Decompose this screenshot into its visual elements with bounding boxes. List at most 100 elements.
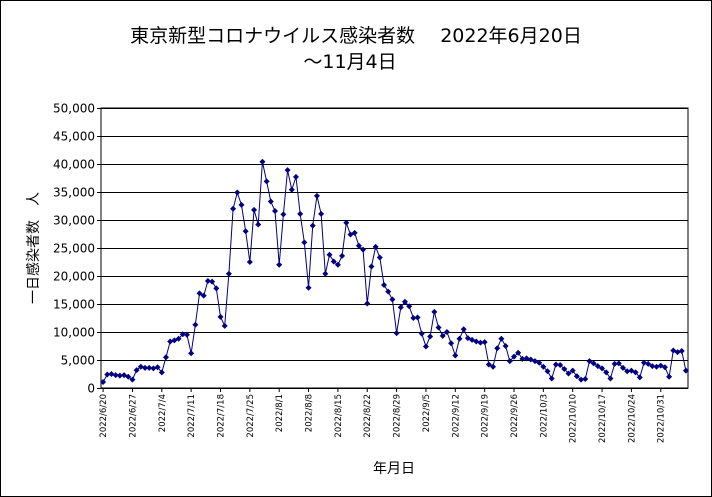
data-point (225, 270, 232, 277)
data-point (364, 300, 371, 307)
data-point (116, 372, 123, 379)
y-tick-label: 45,000 (53, 130, 95, 144)
data-point (607, 375, 614, 382)
data-point (557, 362, 564, 369)
data-point (552, 361, 559, 368)
data-point (540, 363, 547, 370)
x-tick-label: 2022/9/5 (422, 394, 432, 432)
data-point (355, 242, 362, 249)
x-tick-label: 2022/6/20 (99, 394, 109, 438)
x-tick-label: 2022/10/17 (598, 394, 608, 443)
data-point (490, 363, 497, 370)
data-point (624, 368, 631, 375)
data-point (162, 354, 169, 361)
data-point (603, 369, 610, 376)
data-point (154, 364, 161, 371)
data-point (146, 364, 153, 371)
data-point (682, 367, 689, 374)
data-point (313, 192, 320, 199)
data-point (259, 158, 266, 165)
data-point (217, 313, 224, 320)
data-point (372, 243, 379, 250)
data-point (544, 368, 551, 375)
data-point (339, 252, 346, 259)
data-point (439, 332, 446, 339)
data-point (678, 348, 685, 355)
data-point (272, 208, 279, 215)
data-point (100, 378, 107, 385)
data-point (284, 167, 291, 174)
x-tick-labels: 2022/6/20 2022/6/27 2022/7/4 2022/7/11 2022/… (99, 394, 667, 443)
data-point (389, 296, 396, 303)
x-tick-label: 2022/9/26 (510, 394, 520, 438)
data-point (414, 314, 421, 321)
data-point (334, 261, 341, 268)
data-point (376, 254, 383, 261)
data-point (204, 278, 211, 285)
y-tick-label: 30,000 (53, 214, 95, 228)
data-point (305, 284, 312, 291)
data-point (569, 367, 576, 374)
y-tick-label: 40,000 (53, 158, 95, 172)
data-point (481, 339, 488, 346)
data-point (368, 263, 375, 270)
data-point (242, 228, 249, 235)
y-tick-label: 15,000 (53, 298, 95, 312)
x-tick-label: 2022/7/25 (246, 394, 256, 438)
data-point (183, 331, 190, 338)
data-point (515, 349, 522, 356)
data-point (104, 371, 111, 378)
data-point (548, 375, 555, 382)
data-point (561, 365, 568, 372)
data-point (360, 246, 367, 253)
data-point (142, 364, 149, 371)
data-point (188, 350, 195, 357)
data-point (267, 198, 274, 205)
data-point (343, 219, 350, 226)
data-point (452, 352, 459, 359)
x-tick-label: 2022/7/18 (216, 394, 226, 438)
data-point (288, 186, 295, 193)
y-tick-label: 25,000 (53, 242, 95, 256)
data-point (137, 363, 144, 370)
data-point (523, 355, 530, 362)
data-point (674, 349, 681, 356)
data-point (632, 369, 639, 376)
data-point (611, 360, 618, 367)
data-point (456, 335, 463, 342)
x-tick-label: 2022/10/24 (627, 394, 637, 443)
y-tick-label: 0 (87, 382, 95, 396)
data-point (351, 229, 358, 236)
data-point (397, 304, 404, 311)
data-point (175, 335, 182, 342)
y-tick-label: 5,000 (61, 354, 95, 368)
x-axis-label: 年月日 (373, 461, 415, 477)
data-point (410, 315, 417, 321)
x-tick-label: 2022/7/4 (158, 394, 168, 432)
data-point (620, 364, 627, 371)
data-point (590, 360, 597, 367)
data-point (536, 359, 543, 366)
data-point (301, 239, 308, 246)
data-point (460, 326, 467, 333)
data-point (506, 358, 513, 365)
data-point (502, 343, 509, 349)
data-point (276, 261, 283, 268)
x-tick-label: 2022/8/1 (275, 394, 285, 432)
data-point (263, 178, 270, 185)
series-layer (100, 158, 689, 385)
data-point (422, 343, 429, 350)
data-point (666, 373, 673, 380)
data-point (582, 376, 589, 383)
chart-subtitle: ～11月4日 (303, 51, 397, 73)
x-tick-label: 2022/10/31 (657, 394, 667, 443)
data-point (448, 340, 455, 347)
data-point (108, 371, 115, 377)
x-tick-label: 2022/8/22 (363, 394, 373, 438)
data-point (443, 329, 450, 335)
data-point (129, 376, 136, 383)
data-point (179, 331, 186, 338)
data-point (645, 360, 652, 367)
data-point (196, 290, 203, 297)
